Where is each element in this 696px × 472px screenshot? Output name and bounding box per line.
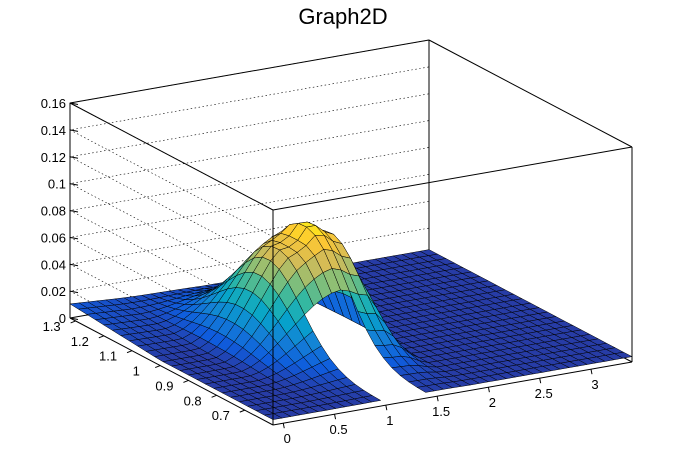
- z-tick-label-5: 0.1: [48, 177, 66, 192]
- x-tick-label-1: 0.5: [330, 422, 348, 437]
- bounding-box-front: [272, 146, 633, 425]
- x-tick-0: [282, 423, 285, 429]
- x-tick-label-2: 1: [386, 413, 393, 428]
- box-edge-back-8: [272, 361, 633, 426]
- y-tick-label-2: 0.9: [155, 378, 173, 393]
- y-tick-4: [126, 350, 133, 354]
- x-tick-1: [334, 414, 337, 420]
- y-tick-label-1: 0.8: [184, 393, 202, 408]
- z-tick-label-2: 0.04: [41, 257, 66, 272]
- y-tick-2: [183, 379, 189, 383]
- z-tick-2: [69, 263, 79, 267]
- x-tick-3: [436, 396, 439, 402]
- z-gridline-8: [69, 39, 430, 211]
- y-tick-label-4: 1.1: [99, 349, 117, 364]
- x-tick-label-0: 0: [284, 431, 291, 446]
- y-tick-label-3: 1: [133, 364, 140, 379]
- surface-mesh: [69, 221, 633, 420]
- box-edge-back-4: [69, 39, 430, 104]
- x-tick-label-5: 2.5: [535, 386, 553, 401]
- z-tick-4: [69, 210, 79, 213]
- box-edge-back-6: [428, 39, 633, 148]
- x-tick-label-4: 2: [489, 395, 496, 410]
- y-tick-1: [211, 394, 217, 398]
- chart-title: Graph2D: [298, 4, 387, 29]
- z-tick-label-8: 0.16: [41, 96, 66, 111]
- z-tick-label-4: 0.08: [41, 204, 66, 219]
- y-tick-0: [239, 409, 245, 413]
- x-tick-label-6: 3: [591, 377, 598, 392]
- y-axis: 0.7 0.8 0.9 1 1.1 1.2 1.3: [43, 319, 245, 423]
- z-tick-label-0: 0: [59, 311, 66, 326]
- y-tick-5: [98, 335, 105, 339]
- z-tick-label-7: 0.14: [41, 123, 66, 138]
- y-tick-label-0: 0.7: [212, 408, 230, 423]
- y-tick-label-6: 1.3: [43, 319, 61, 334]
- z-gridline-7: [69, 66, 430, 238]
- y-tick-label-5: 1.2: [71, 334, 89, 349]
- z-tick-1: [69, 290, 79, 294]
- y-tick-3: [155, 365, 161, 369]
- x-tick-5: [539, 378, 542, 384]
- y-tick-6: [70, 320, 76, 324]
- box-edge-front-2: [272, 146, 633, 211]
- z-tick-5: [69, 183, 79, 186]
- x-tick-4: [487, 387, 490, 393]
- z-axis: 0 0.02 0.04 0.06 0.08 0.1 0.12 0.14 0.16: [41, 96, 79, 326]
- surface-cell-17-0: [416, 385, 435, 393]
- z-tick-label-1: 0.02: [41, 284, 66, 299]
- z-tick-7: [69, 129, 79, 132]
- x-axis: 0 0.5 1 1.5 2 2.5 3: [282, 369, 599, 446]
- x-tick-6: [590, 369, 593, 375]
- z-tick-label-6: 0.12: [41, 150, 66, 165]
- x-tick-label-3: 1.5: [432, 404, 450, 419]
- z-tick-6: [69, 156, 79, 159]
- z-tick-0: [69, 317, 79, 320]
- z-tick-3: [69, 236, 79, 240]
- z-gridline-6: [69, 93, 430, 265]
- z-tick-8: [69, 102, 79, 105]
- x-tick-2: [385, 405, 388, 411]
- z-tick-label-3: 0.06: [41, 230, 66, 245]
- box-edge-back-5: [69, 102, 274, 211]
